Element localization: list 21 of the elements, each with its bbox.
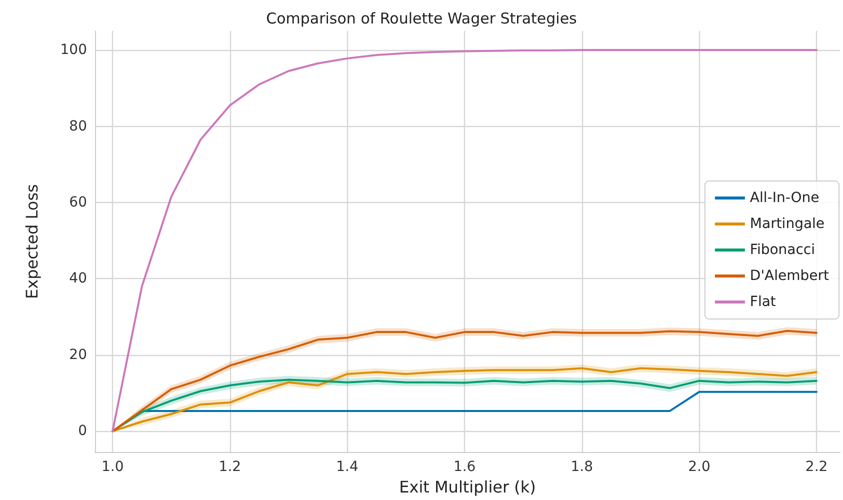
x-tick-label: 1.2: [218, 459, 242, 476]
x-tick-label: 1.8: [570, 459, 594, 476]
x-tick-label: 1.4: [336, 459, 358, 476]
x-tick-label: 2.0: [688, 459, 710, 476]
chart-title: Comparison of Roulette Wager Strategies: [266, 10, 578, 28]
legend-label: Fibonacci: [750, 242, 816, 258]
y-tick-label: 80: [69, 118, 87, 134]
y-axis-title: Expected Loss: [22, 184, 42, 299]
x-axis-title: Exit Multiplier (k): [399, 478, 536, 496]
legend-label: D'Alembert: [750, 268, 830, 284]
x-tick-label: 1.0: [101, 459, 124, 476]
y-tick-label: 60: [69, 194, 87, 210]
x-tick-label: 2.2: [805, 459, 828, 476]
y-tick-label: 40: [69, 270, 87, 287]
x-tick-label: 1.6: [453, 459, 476, 476]
legend-label: Martingale: [750, 216, 825, 232]
y-tick-label: 0: [78, 423, 87, 440]
y-tick-label: 20: [69, 346, 87, 363]
legend-label: All-In-One: [750, 190, 820, 206]
legend-label: Flat: [750, 294, 776, 310]
y-tick-label: 100: [60, 42, 87, 58]
